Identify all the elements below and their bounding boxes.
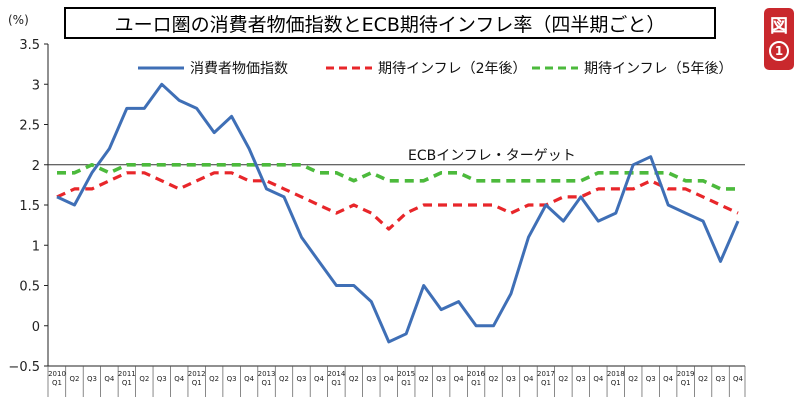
x-tick-label-quarter: Q3: [87, 375, 97, 383]
x-tick-label-quarter: Q4: [244, 375, 255, 383]
x-tick-label-quarter: Q1: [611, 379, 621, 387]
x-tick-label-quarter: Q1: [401, 379, 411, 387]
y-tick-label: 0.5: [19, 280, 40, 295]
x-tick-label-quarter: Q2: [698, 375, 708, 383]
x-tick-label-quarter: Q3: [716, 375, 726, 383]
x-tick-label-quarter: Q2: [69, 375, 79, 383]
x-tick-label-quarter: Q4: [314, 375, 325, 383]
y-tick-label: 1: [32, 239, 40, 254]
x-tick-label-year: 2015: [397, 370, 415, 378]
x-tick-label-quarter: Q3: [646, 375, 656, 383]
y-tick-label: 0: [32, 320, 40, 335]
figure-badge-kanji: 図: [770, 16, 788, 37]
x-tick-label-quarter: Q1: [471, 379, 481, 387]
y-axis-unit-label: (%): [8, 13, 29, 27]
x-tick-label-quarter: Q4: [593, 375, 604, 383]
figure-badge: 図 1: [764, 8, 794, 70]
x-tick-label-quarter: Q4: [663, 375, 674, 383]
target-line-label: ECBインフレ・ターゲット: [408, 148, 576, 164]
x-tick-label-quarter: Q1: [262, 379, 272, 387]
x-tick-label-quarter: Q2: [489, 375, 499, 383]
series-line-expectation-2y: [56, 171, 739, 231]
legend-label-expectation-2y: 期待インフレ（2年後）: [378, 61, 527, 77]
x-tick-label-quarter: Q2: [349, 375, 359, 383]
x-tick-label-year: 2010: [48, 370, 66, 378]
x-tick-label-quarter: Q1: [122, 379, 132, 387]
legend-label-expectation-5y: 期待インフレ（5年後）: [584, 61, 733, 77]
x-tick-label-quarter: Q4: [454, 375, 465, 383]
x-tick-label-quarter: Q2: [279, 375, 289, 383]
x-tick-label-quarter: Q2: [139, 375, 149, 383]
x-tick-label-year: 2016: [467, 370, 485, 378]
figure-badge-number: 1: [769, 41, 789, 61]
x-tick-label-quarter: Q3: [366, 375, 376, 383]
x-tick-label-quarter: Q3: [576, 375, 586, 383]
axes: [47, 44, 745, 367]
series-line-expectation-5y: [57, 163, 738, 191]
series-lines: [56, 82, 740, 344]
x-tick-label-quarter: Q1: [681, 379, 691, 387]
y-tick-label: −0.5: [8, 360, 40, 375]
x-tick-label-year: 2012: [188, 370, 206, 378]
series-line-cpi: [56, 82, 740, 344]
chart-title: ユーロ圏の消費者物価指数とECB期待インフレ率（四半期ごと）: [64, 7, 716, 39]
x-tick-label-quarter: Q1: [52, 379, 62, 387]
x-tick-label-quarter: Q3: [506, 375, 516, 383]
x-tick-label-year: 2014: [327, 370, 345, 378]
y-tick-label: 3: [32, 78, 40, 93]
x-tick-label-quarter: Q2: [419, 375, 429, 383]
y-tick-label: 1.5: [19, 199, 40, 214]
legend-label-cpi: 消費者物価指数: [190, 61, 288, 77]
x-tick-label-quarter: Q4: [733, 375, 744, 383]
legend: 消費者物価指数 期待インフレ（2年後） 期待インフレ（5年後）: [138, 61, 733, 77]
x-tick-label-quarter: Q1: [331, 379, 341, 387]
x-tick-label-year: 2017: [537, 370, 555, 378]
y-tick-label: 2.5: [19, 119, 40, 134]
x-tick-label-quarter: Q4: [174, 375, 185, 383]
x-tick-label-quarter: Q4: [523, 375, 534, 383]
x-tick-label-quarter: Q3: [227, 375, 237, 383]
x-tick-label-year: 2013: [258, 370, 276, 378]
x-tick-label-year: 2018: [607, 370, 625, 378]
x-tick-label-quarter: Q2: [209, 375, 219, 383]
x-tick-label-quarter: Q2: [628, 375, 638, 383]
x-tick-label-quarter: Q4: [104, 375, 115, 383]
y-axis-ticks: 3.5 3 2.5 2 1.5 1 0.5 0 −0.5: [8, 38, 48, 375]
x-tick-label-quarter: Q1: [541, 379, 551, 387]
y-tick-label: 2: [32, 159, 40, 174]
x-tick-label-quarter: Q2: [558, 375, 568, 383]
x-tick-label-quarter: Q1: [192, 379, 202, 387]
x-tick-label-quarter: Q3: [436, 375, 446, 383]
x-tick-label-year: 2011: [118, 370, 136, 378]
x-tick-label-quarter: Q3: [296, 375, 306, 383]
x-tick-label-quarter: Q3: [157, 375, 167, 383]
x-tick-label-quarter: Q4: [384, 375, 395, 383]
x-tick-label-year: 2019: [677, 370, 695, 378]
y-tick-label: 3.5: [19, 38, 40, 53]
